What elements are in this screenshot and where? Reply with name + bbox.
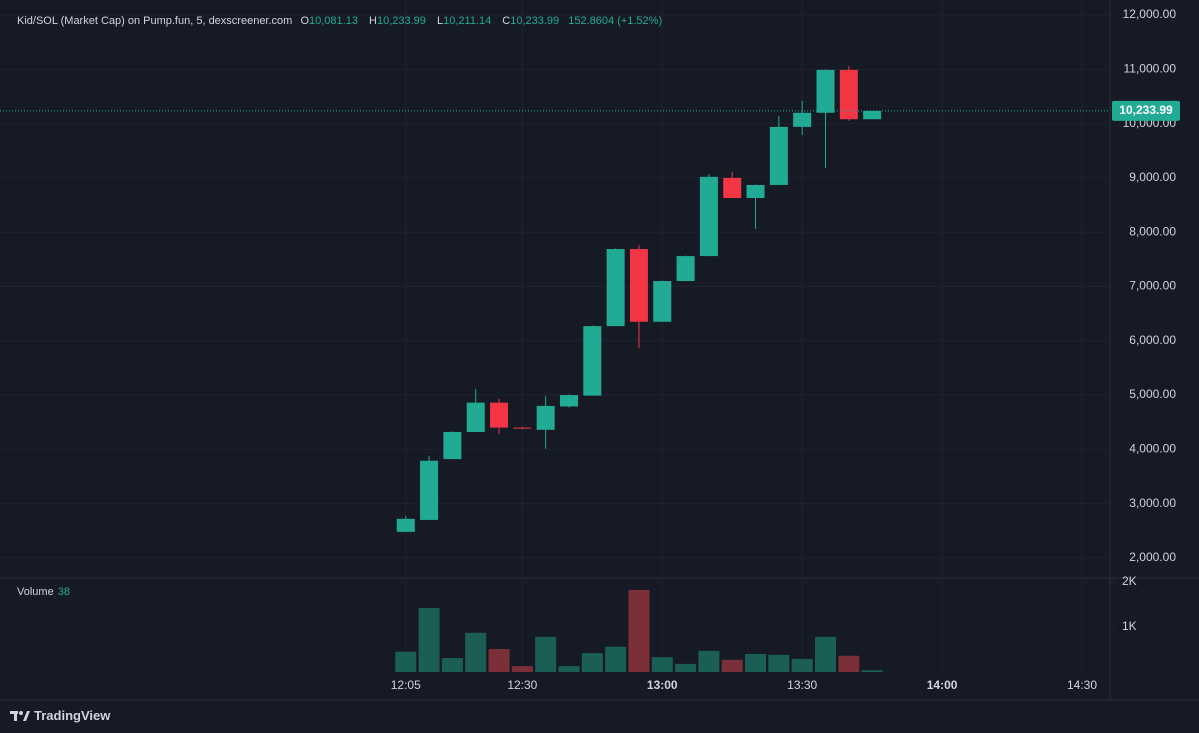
volume-bar: [535, 636, 557, 672]
candle-body: [629, 249, 648, 322]
volume-bar: [768, 654, 790, 672]
volume-value: 38: [57, 586, 70, 598]
volume-bar: [651, 657, 673, 672]
volume-bar: [861, 670, 883, 672]
y-tick-label: 3,000.00: [1129, 496, 1176, 510]
candle-body: [513, 427, 532, 429]
change: 152.8604 (+1.52%): [568, 15, 663, 27]
candle-body: [420, 460, 439, 520]
volume-bar: [838, 655, 860, 672]
volume-bar: [511, 666, 533, 672]
candle-body: [536, 405, 555, 430]
ohlc-value: 10,233.99: [510, 15, 560, 27]
brand: TradingView: [34, 708, 111, 723]
volume-bar: [441, 658, 463, 672]
candle-body: [699, 176, 718, 257]
y-tick-label: 12,000.00: [1123, 7, 1177, 21]
ohlc-key: L: [436, 15, 444, 27]
volume-bar: [721, 659, 743, 672]
y-tick-label: 8,000.00: [1129, 224, 1176, 238]
x-tick-label: 14:00: [927, 678, 958, 692]
candle-body: [583, 326, 602, 396]
candle-body: [816, 69, 835, 113]
candle-body: [606, 249, 625, 327]
last-price-box: [1112, 100, 1180, 121]
candle-body: [723, 177, 742, 198]
footer: TradingView: [10, 708, 110, 723]
candle-body: [653, 281, 672, 322]
y-tick-label: 11,000.00: [1124, 62, 1177, 76]
volume-name: Volume: [17, 586, 54, 598]
candle-body: [676, 256, 695, 282]
volume-legend: Volume 38: [17, 586, 70, 598]
last-price-label: 10,233.99: [1119, 103, 1173, 117]
volume-bar: [815, 636, 837, 672]
volume-tick-label: 2K: [1122, 574, 1137, 588]
candle-body: [490, 402, 509, 428]
ohlc-key: C: [502, 15, 511, 27]
symbol: Kid/SOL (Market Cap) on Pump.fun, 5, dex…: [17, 15, 293, 27]
volume-bar: [605, 646, 627, 672]
candle-body: [839, 69, 858, 120]
volume-bar: [745, 653, 767, 672]
volume-bar: [675, 663, 697, 672]
ohlc-key: O: [300, 15, 310, 27]
volume-bar: [395, 651, 417, 672]
candle-body: [443, 431, 462, 460]
volume-bar: [465, 632, 487, 672]
volume-bar: [628, 589, 650, 672]
x-tick-label: 12:05: [391, 678, 421, 692]
candle-body: [863, 110, 882, 120]
candle-body: [559, 395, 578, 407]
logo: [10, 710, 30, 721]
volume-bar: [581, 653, 603, 672]
volume-bar: [698, 650, 720, 672]
candle-body: [746, 184, 765, 198]
x-tick-label: 14:30: [1067, 678, 1097, 692]
legend-header: Kid/SOL (Market Cap) on Pump.fun, 5, dex…: [17, 15, 668, 27]
y-tick-label: 9,000.00: [1129, 170, 1176, 184]
x-tick-label: 12:30: [507, 678, 537, 692]
volume-tick-label: 1K: [1122, 619, 1137, 633]
candle-body: [396, 518, 415, 532]
y-tick-label: 4,000.00: [1129, 442, 1176, 456]
x-tick-label: 13:00: [647, 678, 678, 692]
candle-body: [466, 402, 485, 432]
ohlc-value: 10,211.14: [443, 15, 492, 27]
candle-body: [793, 112, 812, 127]
y-tick-label: 5,000.00: [1129, 387, 1176, 401]
candle-body: [769, 126, 788, 185]
x-tick-label: 13:30: [787, 678, 817, 692]
ohlc-value: 10,233.99: [376, 15, 426, 27]
volume-bar: [488, 649, 510, 672]
y-tick-label: 2,000.00: [1129, 550, 1176, 564]
volume-bar: [791, 658, 813, 672]
y-tick-label: 6,000.00: [1129, 333, 1176, 347]
ohlc-key: H: [369, 15, 377, 27]
y-tick-label: 7,000.00: [1129, 279, 1176, 293]
volume-bar: [558, 666, 580, 672]
volume-bar: [418, 607, 440, 672]
ohlc-value: 10,081.13: [309, 15, 358, 27]
